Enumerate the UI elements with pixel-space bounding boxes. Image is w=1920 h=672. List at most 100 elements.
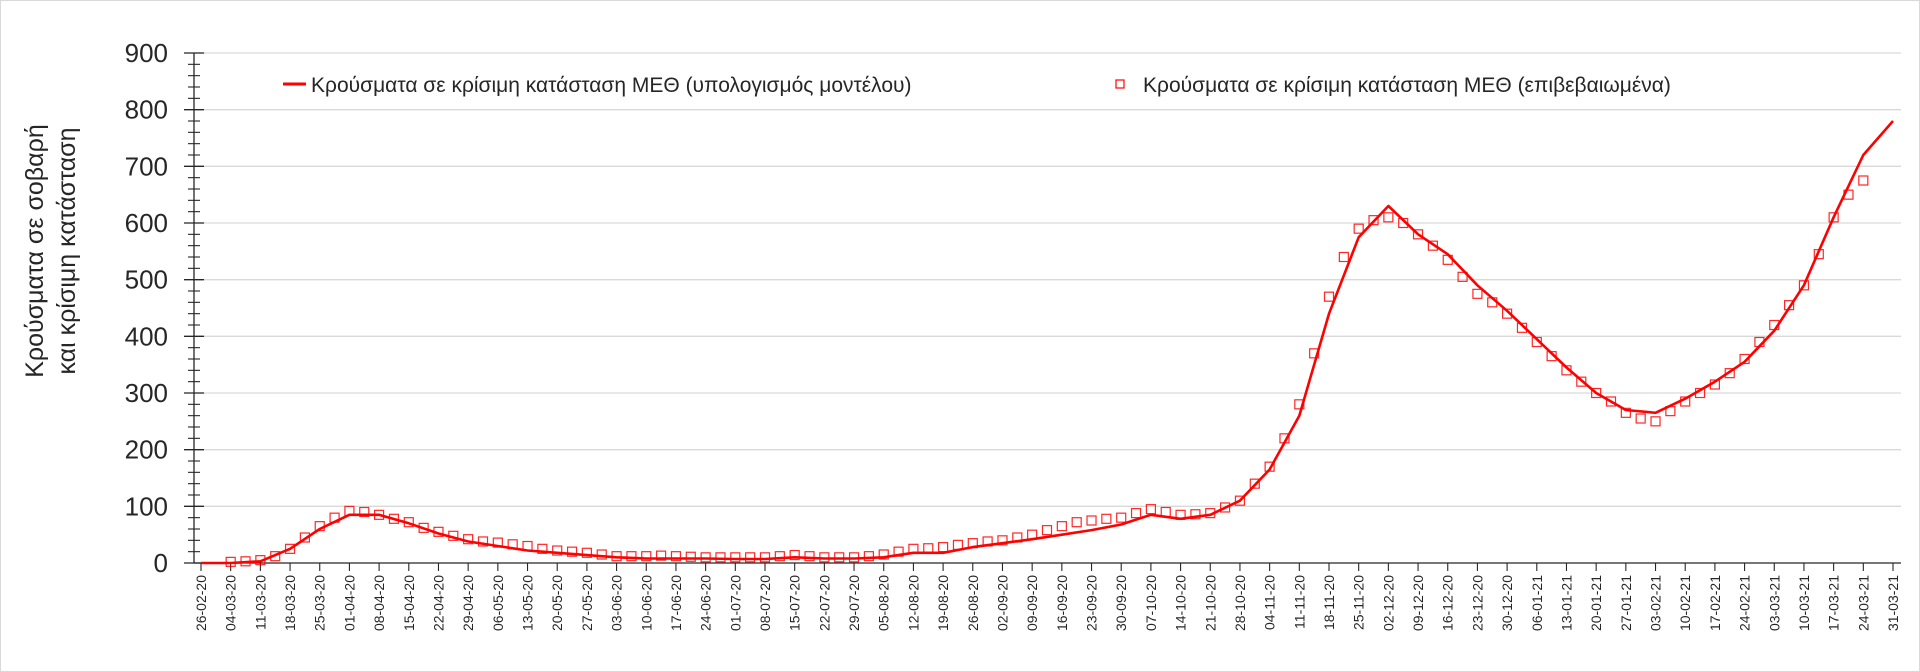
x-tick-label: 11-11-20: [1291, 575, 1307, 629]
confirmed-data-point: [537, 543, 548, 554]
x-tick-label: 11-03-20: [252, 575, 268, 630]
confirmed-data-point: [284, 543, 296, 554]
model-series-line: [201, 120, 1894, 565]
confirmed-data-point: [1220, 502, 1231, 513]
confirmed-data-point: [789, 549, 800, 561]
confirmed-data-point: [1739, 353, 1750, 365]
confirmed-data-point: [1605, 396, 1617, 407]
x-tick-label: 28-10-20: [1232, 575, 1248, 631]
x-tick-label: 10-02-21: [1677, 575, 1693, 631]
x-tick-label: 08-07-20: [757, 575, 773, 631]
x-tick-label: 12-08-20: [905, 575, 921, 631]
x-tick-label: 15-04-20: [401, 575, 417, 631]
legend-model-label: Κρούσματα σε κρίσιμη κατάσταση ΜΕΘ (υπολ…: [311, 74, 912, 97]
x-tick-label: 26-08-20: [965, 575, 981, 631]
confirmed-data-point: [581, 547, 592, 558]
x-tick-label: 25-11-20: [1351, 575, 1367, 630]
gridlines: [194, 52, 1901, 507]
x-tick-label: 18-11-20: [1321, 575, 1337, 630]
x-tick-label: 17-02-21: [1707, 575, 1723, 631]
y-tick-label: 700: [125, 151, 168, 181]
confirmed-data-point: [923, 543, 934, 554]
legend-confirmed-label: Κρούσματα σε κρίσιμη κατάσταση ΜΕΘ (επιβ…: [1143, 74, 1671, 97]
confirmed-data-point: [1190, 509, 1201, 520]
x-tick-label: 24-06-20: [698, 575, 714, 631]
confirmed-data-point: [1828, 212, 1839, 223]
x-tick-label: 18-03-20: [282, 575, 298, 631]
y-axis-title-line-1: Κρούσματα σε σοβαρή: [21, 124, 49, 378]
x-tick-label: 21-10-20: [1202, 575, 1218, 631]
confirmed-data-point: [596, 549, 607, 560]
x-tick-label: 20-05-20: [549, 575, 565, 631]
y-tick-label: 600: [125, 208, 168, 238]
x-tick-label: 24-02-21: [1737, 575, 1753, 631]
x-tick-label: 03-03-21: [1766, 575, 1782, 631]
x-tick-label: 15-07-20: [787, 575, 803, 631]
confirmed-data-point: [715, 552, 726, 563]
confirmed-data-point: [1353, 223, 1364, 234]
confirmed-data-point: [1041, 525, 1053, 536]
legend: Κρούσματα σε κρίσιμη κατάσταση ΜΕΘ (υπολ…: [283, 74, 1671, 97]
x-tick-label: 29-04-20: [460, 575, 476, 631]
x-tick-label: 02-09-20: [994, 575, 1010, 631]
x-tick-label: 03-02-21: [1648, 575, 1664, 631]
y-tick-label: 200: [125, 435, 168, 465]
confirmed-data-point: [1427, 240, 1438, 251]
x-tick-label: 10-03-21: [1796, 575, 1812, 631]
y-axis-title-line-2: και κρίσιμη κατάσταση: [53, 127, 81, 374]
x-tick-label: 16-12-20: [1440, 575, 1456, 631]
x-tick-label: 06-01-21: [1529, 575, 1545, 631]
y-tick-label: 500: [125, 265, 168, 295]
confirmed-data-point: [745, 552, 756, 563]
x-tick-label: 01-04-20: [341, 575, 357, 631]
x-tick-label: 27-05-20: [579, 575, 595, 631]
confirmed-data-point: [1472, 288, 1483, 299]
confirmed-data-point: [1576, 376, 1587, 387]
y-axis: 0 100 200 300 400 500 600 700 800 900: [125, 38, 204, 578]
x-tick-label: 22-04-20: [430, 575, 446, 631]
confirmed-data-point: [878, 549, 889, 560]
confirmed-data-point: [1457, 271, 1468, 282]
x-tick-label: 01-07-20: [727, 575, 743, 631]
confirmed-data-point: [997, 535, 1008, 546]
x-tick-label: 23-09-20: [1084, 575, 1100, 631]
confirmed-data-point: [1858, 175, 1869, 186]
x-tick-label: 14-10-20: [1173, 575, 1189, 631]
confirmed-data-point: [626, 551, 637, 562]
confirmed-data-point: [1130, 508, 1142, 519]
confirmed-data-point: [359, 506, 370, 518]
x-tick-label: 24-03-21: [1855, 575, 1871, 631]
x-tick-label: 27-01-21: [1618, 575, 1634, 631]
confirmed-data-point: [1249, 478, 1260, 489]
x-tick-label: 08-04-20: [371, 575, 387, 631]
confirmed-data-point: [670, 551, 682, 562]
confirmed-data-point: [1412, 229, 1424, 240]
confirmed-data-point: [863, 551, 874, 562]
confirmed-data-point: [656, 550, 667, 561]
confirmed-data-point: [759, 552, 771, 563]
confirmed-data-point: [1724, 368, 1735, 379]
confirmed-data-point: [1101, 513, 1112, 524]
confirmed-data-point: [1591, 387, 1602, 399]
confirmed-data-point: [1635, 413, 1646, 424]
x-tick-label: 13-01-21: [1558, 575, 1574, 631]
confirmed-data-point: [552, 545, 563, 556]
confirmed-data-point: [299, 532, 310, 543]
x-tick-label: 10-06-20: [638, 575, 654, 631]
confirmed-data-point: [1650, 416, 1661, 427]
confirmed-data-point: [1383, 212, 1394, 223]
x-tick-label: 16-09-20: [1054, 575, 1070, 631]
x-tick-label: 09-12-20: [1410, 575, 1426, 631]
y-tick-label: 900: [125, 38, 168, 68]
confirmed-series-markers: [225, 175, 1869, 567]
confirmed-data-point: [477, 536, 489, 547]
y-tick-label: 100: [125, 491, 168, 521]
confirmed-data-point: [774, 551, 785, 562]
y-tick-label: 400: [125, 321, 168, 351]
x-tick-label: 04-11-20: [1262, 575, 1278, 630]
x-tick-label: 19-08-20: [935, 575, 951, 631]
x-tick-label: 17-06-20: [668, 575, 684, 631]
x-tick-label: 23-12-20: [1469, 575, 1485, 631]
